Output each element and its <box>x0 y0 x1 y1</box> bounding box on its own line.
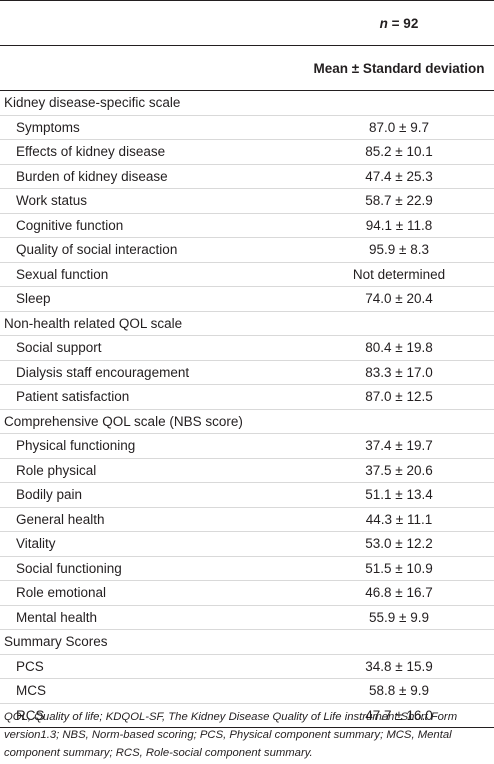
table-row: MCS 58.8 ± 9.9 <box>0 679 494 704</box>
table-row: Bodily pain 51.1 ± 13.4 <box>0 483 494 508</box>
section-heading: Kidney disease-specific scale <box>0 91 494 116</box>
table-row: Physical functioning 37.4 ± 19.7 <box>0 434 494 459</box>
row-label: Role physical <box>16 462 97 478</box>
row-value: 34.8 ± 15.9 <box>365 658 433 674</box>
row-value: 44.3 ± 11.1 <box>365 511 433 527</box>
sample-size-header: n = 92 <box>304 16 494 31</box>
row-label: General health <box>16 511 105 527</box>
row-value: 47.7 ± 16.0 <box>365 707 433 723</box>
row-value: 94.1 ± 11.8 <box>365 217 433 233</box>
row-value: 46.8 ± 16.7 <box>365 585 433 601</box>
table-footnote: QOL, Quality of life; KDQOL-SF, The Kidn… <box>4 711 458 759</box>
row-value: 51.1 ± 13.4 <box>365 487 433 503</box>
row-label: Social support <box>16 340 102 356</box>
row-value: 58.8 ± 9.9 <box>369 683 429 699</box>
row-label: Mental health <box>16 609 98 625</box>
row-value: 87.0 ± 9.7 <box>369 119 429 135</box>
row-label: Work status <box>16 193 88 209</box>
section-heading: Non-health related QOL scale <box>0 312 494 336</box>
n-value: = 92 <box>391 15 419 31</box>
table-row: Role physical 37.5 ± 20.6 <box>0 459 494 483</box>
row-value: 51.5 ± 10.9 <box>365 560 433 576</box>
section-heading: Comprehensive QOL scale (NBS score) <box>0 410 494 434</box>
section-heading: Summary Scores <box>0 630 494 655</box>
row-value: 37.5 ± 20.6 <box>365 462 433 478</box>
row-value: 85.2 ± 10.1 <box>365 144 433 160</box>
qol-table: n = 92 Mean ± Standard deviation Kidney … <box>0 0 494 728</box>
table-row: Quality of social interaction 95.9 ± 8.3 <box>0 238 494 263</box>
table-row: Social functioning 51.5 ± 10.9 <box>0 557 494 581</box>
row-label: Vitality <box>16 536 56 552</box>
table-row: Sexual function Not determined <box>0 263 494 287</box>
row-value: 83.3 ± 17.0 <box>365 364 433 380</box>
row-label: Dialysis staff encouragement <box>16 364 190 380</box>
row-value: 47.4 ± 25.3 <box>365 168 433 184</box>
row-value: 37.4 ± 19.7 <box>365 438 433 454</box>
row-value: 74.0 ± 20.4 <box>365 291 433 307</box>
row-value: Not determined <box>352 266 446 282</box>
row-label: Patient satisfaction <box>16 389 130 405</box>
row-value: 87.0 ± 12.5 <box>365 389 433 405</box>
row-label: Cognitive function <box>16 217 124 233</box>
row-label: Physical functioning <box>16 438 136 454</box>
row-label: Bodily pain <box>16 487 83 503</box>
table-row: Symptoms 87.0 ± 9.7 <box>0 116 494 140</box>
row-value: 80.4 ± 19.8 <box>365 340 433 356</box>
table-body: Kidney disease-specific scale Symptoms 87.… <box>0 91 494 728</box>
row-label: PCS <box>16 658 44 674</box>
row-label: RCS <box>16 707 45 723</box>
table-row: PCS 34.8 ± 15.9 <box>0 655 494 679</box>
table-row: Mental health 55.9 ± 9.9 <box>0 606 494 630</box>
column-header-mean-sd: Mean ± Standard deviation <box>313 60 485 76</box>
row-label: MCS <box>16 683 46 699</box>
row-label: Effects of kidney disease <box>16 144 166 160</box>
table-row: Vitality 53.0 ± 12.2 <box>0 532 494 557</box>
row-value: 55.9 ± 9.9 <box>369 609 429 625</box>
row-label: Burden of kidney disease <box>16 168 168 184</box>
n-symbol: n <box>379 15 388 31</box>
table-row: Patient satisfaction 87.0 ± 12.5 <box>0 385 494 410</box>
row-label: Social functioning <box>16 560 122 576</box>
row-label: Sleep <box>16 291 51 307</box>
table-row: Dialysis staff encouragement 83.3 ± 17.0 <box>0 361 494 385</box>
row-value: 58.7 ± 22.9 <box>365 193 433 209</box>
row-label: Symptoms <box>16 119 80 135</box>
header-row-stat: Mean ± Standard deviation <box>0 45 494 91</box>
row-label: Sexual function <box>16 266 109 282</box>
table-row: Effects of kidney disease 85.2 ± 10.1 <box>0 140 494 165</box>
row-label: Quality of social interaction <box>16 242 178 258</box>
header-row-n: n = 92 <box>0 0 494 45</box>
row-value: 95.9 ± 8.3 <box>369 242 429 258</box>
table-row: Cognitive function 94.1 ± 11.8 <box>0 214 494 238</box>
table-row: Role emotional 46.8 ± 16.7 <box>0 581 494 606</box>
table-row: Burden of kidney disease 47.4 ± 25.3 <box>0 165 494 189</box>
row-value: 53.0 ± 12.2 <box>365 536 433 552</box>
table-row: Work status 58.7 ± 22.9 <box>0 189 494 214</box>
row-label: Role emotional <box>16 585 107 601</box>
table-row: Sleep 74.0 ± 20.4 <box>0 287 494 312</box>
table-row: Social support 80.4 ± 19.8 <box>0 336 494 361</box>
table-row: General health 44.3 ± 11.1 <box>0 508 494 532</box>
table-row: RCS 47.7 ± 16.0 <box>0 704 494 728</box>
